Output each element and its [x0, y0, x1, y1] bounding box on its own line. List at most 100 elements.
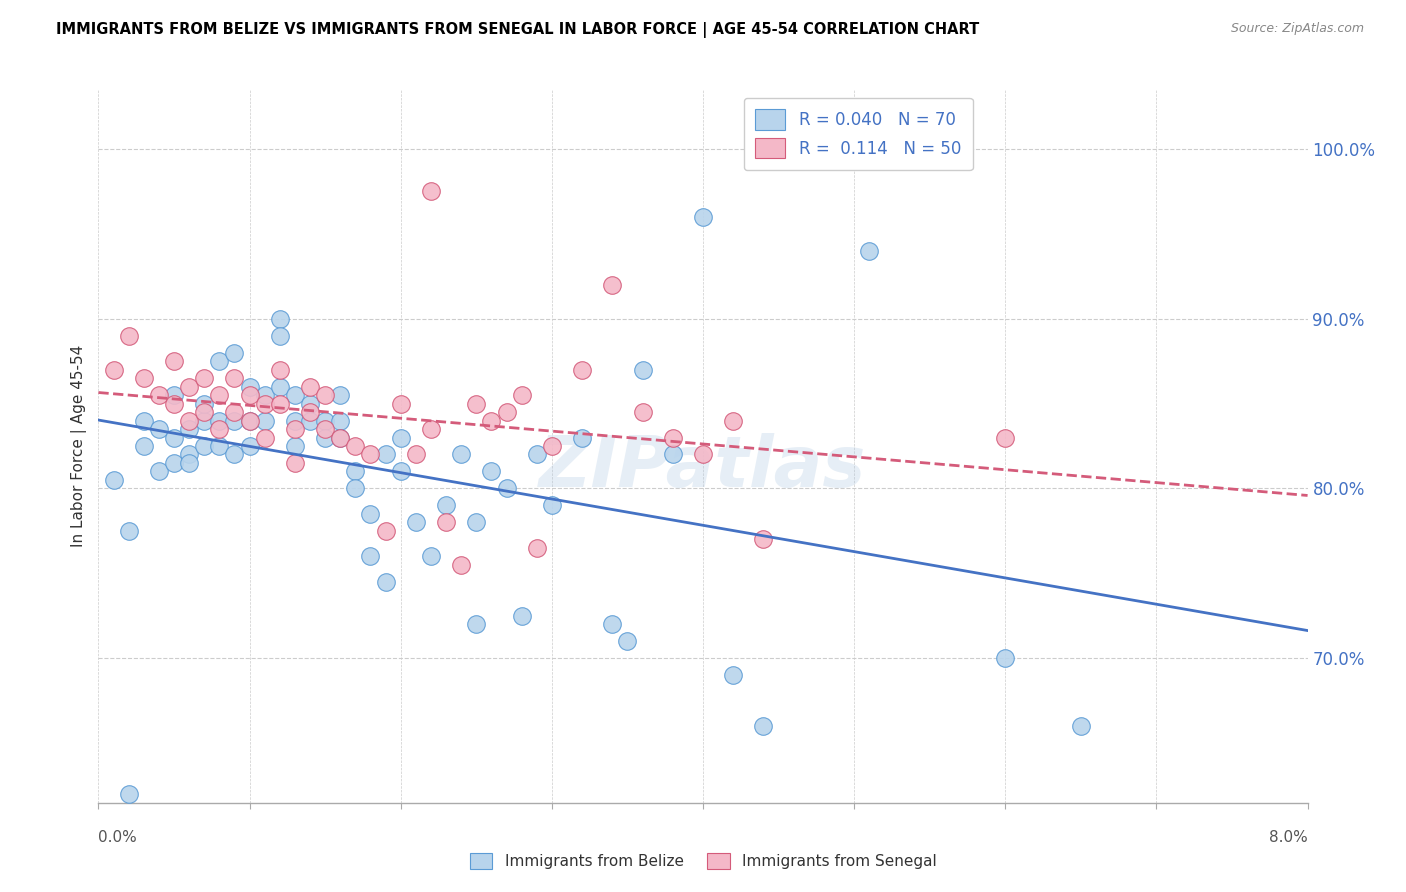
Point — [329, 430, 352, 444]
Point — [208, 439, 231, 453]
Point — [253, 413, 276, 427]
Point — [465, 396, 488, 410]
Point — [284, 422, 307, 436]
Point — [314, 388, 336, 402]
Point — [420, 184, 443, 198]
Point — [510, 388, 533, 402]
Point — [994, 430, 1017, 444]
Point — [1070, 719, 1092, 733]
Point — [360, 549, 382, 564]
Point — [541, 439, 564, 453]
Text: 0.0%: 0.0% — [98, 830, 138, 845]
Point — [662, 448, 685, 462]
Point — [374, 448, 396, 462]
Point — [571, 362, 593, 376]
Point — [662, 430, 685, 444]
Point — [602, 277, 624, 292]
Point — [374, 574, 396, 589]
Point — [495, 405, 517, 419]
Point — [269, 311, 291, 326]
Point — [374, 524, 396, 538]
Legend: R = 0.040   N = 70, R =  0.114   N = 50: R = 0.040 N = 70, R = 0.114 N = 50 — [744, 97, 973, 169]
Point — [481, 465, 503, 479]
Point — [344, 482, 367, 496]
Point — [253, 430, 276, 444]
Point — [179, 448, 201, 462]
Point — [208, 422, 231, 436]
Point — [284, 456, 307, 470]
Legend: Immigrants from Belize, Immigrants from Senegal: Immigrants from Belize, Immigrants from … — [464, 847, 942, 875]
Point — [329, 388, 352, 402]
Point — [239, 439, 262, 453]
Point — [208, 413, 231, 427]
Point — [208, 354, 231, 368]
Point — [344, 439, 367, 453]
Point — [692, 210, 714, 224]
Point — [616, 634, 638, 648]
Point — [284, 388, 307, 402]
Point — [329, 430, 352, 444]
Point — [314, 413, 336, 427]
Point — [239, 388, 262, 402]
Point — [405, 448, 427, 462]
Point — [541, 499, 564, 513]
Point — [148, 465, 170, 479]
Point — [299, 405, 322, 419]
Point — [631, 405, 654, 419]
Y-axis label: In Labor Force | Age 45-54: In Labor Force | Age 45-54 — [72, 345, 87, 547]
Point — [752, 719, 775, 733]
Point — [314, 422, 336, 436]
Point — [179, 456, 201, 470]
Point — [495, 482, 517, 496]
Point — [269, 379, 291, 393]
Text: Source: ZipAtlas.com: Source: ZipAtlas.com — [1230, 22, 1364, 36]
Point — [163, 456, 186, 470]
Point — [224, 405, 246, 419]
Point — [389, 396, 412, 410]
Point — [450, 448, 472, 462]
Text: IMMIGRANTS FROM BELIZE VS IMMIGRANTS FROM SENEGAL IN LABOR FORCE | AGE 45-54 COR: IMMIGRANTS FROM BELIZE VS IMMIGRANTS FRO… — [56, 22, 980, 38]
Point — [224, 448, 246, 462]
Point — [434, 516, 457, 530]
Point — [360, 507, 382, 521]
Point — [118, 787, 141, 801]
Point — [103, 473, 125, 487]
Point — [389, 465, 412, 479]
Point — [193, 439, 215, 453]
Point — [389, 430, 412, 444]
Point — [179, 422, 201, 436]
Point — [253, 388, 276, 402]
Point — [224, 371, 246, 385]
Point — [193, 405, 215, 419]
Point — [299, 396, 322, 410]
Point — [179, 413, 201, 427]
Point — [269, 328, 291, 343]
Point — [602, 617, 624, 632]
Point — [132, 439, 155, 453]
Point — [284, 413, 307, 427]
Point — [193, 396, 215, 410]
Point — [239, 413, 262, 427]
Point — [420, 549, 443, 564]
Point — [420, 422, 443, 436]
Point — [434, 499, 457, 513]
Point — [118, 524, 141, 538]
Point — [163, 396, 186, 410]
Point — [360, 448, 382, 462]
Point — [148, 388, 170, 402]
Point — [692, 448, 714, 462]
Point — [239, 413, 262, 427]
Point — [132, 371, 155, 385]
Point — [465, 516, 488, 530]
Point — [752, 533, 775, 547]
Point — [465, 617, 488, 632]
Point — [239, 379, 262, 393]
Point — [224, 345, 246, 359]
Point — [571, 430, 593, 444]
Point — [193, 371, 215, 385]
Point — [526, 448, 548, 462]
Point — [103, 362, 125, 376]
Point — [299, 379, 322, 393]
Point — [481, 413, 503, 427]
Point — [723, 413, 745, 427]
